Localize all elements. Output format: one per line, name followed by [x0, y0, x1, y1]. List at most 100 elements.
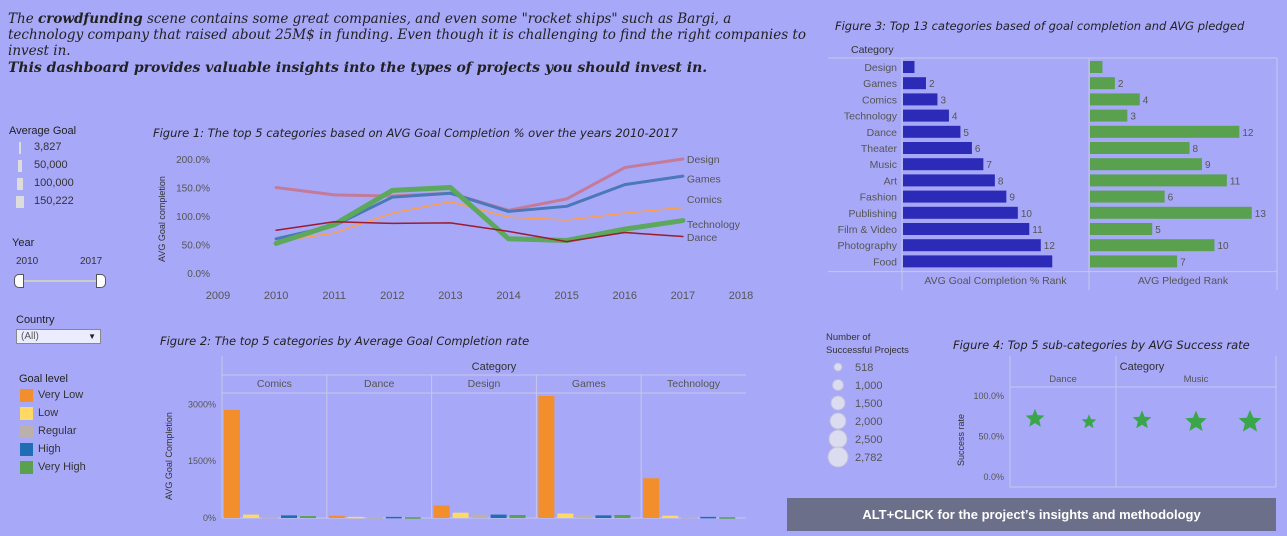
- fig3-pledged-rank-bar: [1090, 93, 1140, 106]
- fig3-goal-rank-label: 2: [929, 79, 935, 90]
- intro-text-b: scene contains some great companies, and…: [8, 11, 806, 59]
- fig4-group-label: Dance: [1049, 374, 1076, 385]
- fig3-category-label: Dance: [867, 127, 898, 139]
- goal-level-legend-item[interactable]: Low: [20, 407, 110, 421]
- fig3-category-label: Music: [870, 159, 897, 171]
- fig3-goal-rank-bar: [903, 77, 926, 90]
- fig2-bar: [262, 516, 278, 519]
- fig2-bar: [328, 515, 345, 518]
- goal-level-label: High: [38, 443, 61, 455]
- fig3-title: Figure 3: Top 13 categories based of goa…: [835, 19, 1245, 33]
- fig2-category-label: Comics: [257, 378, 292, 390]
- fig1-y-tick-label: 200.0%: [176, 155, 210, 166]
- year-slider-max-handle[interactable]: [96, 274, 106, 288]
- size-legend-circle: [832, 379, 844, 391]
- size-legend-label: 2,500: [855, 434, 883, 446]
- fig3-goal-rank-bar: [903, 125, 961, 138]
- fig2-bar: [719, 517, 736, 519]
- fig1-ylabel: AVG Goal completion: [157, 176, 167, 262]
- fig3-xlabel-left: AVG Goal Completion % Rank: [924, 275, 1067, 287]
- goal-level-legend-item[interactable]: High: [20, 443, 110, 457]
- avg-goal-size-swatch: [18, 160, 22, 172]
- fig1-x-tick-label: 2013: [438, 290, 462, 302]
- fig1-title: Figure 1: The top 5 categories based on …: [153, 126, 678, 140]
- fig4-star-marker: [1132, 410, 1152, 429]
- fig3-pledged-rank-label: 10: [1217, 241, 1229, 252]
- fig3-pledged-rank-bar: [1090, 125, 1240, 138]
- fig3-goal-rank-label: 3: [940, 95, 946, 106]
- fig3-pledged-rank-bar: [1090, 61, 1103, 73]
- fig1-series-line-comics: [275, 201, 684, 243]
- fig4-group-label: Music: [1184, 374, 1209, 385]
- country-dropdown[interactable]: (All) ▼: [16, 329, 101, 344]
- fig2-bar: [471, 514, 488, 518]
- goal-level-legend-item[interactable]: Very High: [20, 461, 110, 475]
- fig2-bar: [643, 478, 660, 518]
- year-slider-track[interactable]: [18, 280, 102, 282]
- goal-level-swatch: [20, 389, 33, 402]
- fig3-pledged-rank-label: 7: [1180, 257, 1186, 268]
- fig2-bar: [243, 514, 259, 518]
- fig2-bar: [595, 515, 612, 518]
- fig3-category-label: Theater: [861, 143, 898, 155]
- fig2-title: Figure 2: The top 5 categories by Averag…: [160, 334, 530, 348]
- fig3-goal-rank-label: 6: [975, 144, 981, 155]
- insights-methodology-button[interactable]: ALT+CLICK for the project’s insights and…: [787, 498, 1276, 531]
- fig2-bar: [433, 505, 450, 518]
- fig1-series-label: Dance: [687, 232, 718, 244]
- fig2-header: Category: [472, 361, 517, 373]
- fig2-bar: [452, 512, 469, 518]
- fig3-goal-rank-label: 8: [998, 176, 1004, 187]
- avg-goal-legend-item: 50,000: [14, 159, 94, 173]
- fig3-goal-rank-label: 5: [963, 128, 969, 139]
- fig3-category-label: Food: [873, 256, 897, 268]
- year-slider-min-handle[interactable]: [14, 274, 24, 288]
- fig1-series-label: Technology: [687, 219, 741, 231]
- fig2-bar: [300, 516, 316, 518]
- size-legend-label: 1,000: [855, 380, 883, 392]
- fig3-header: Category: [851, 44, 894, 56]
- fig3-category-label: Comics: [862, 94, 897, 106]
- fig2-category-label: Technology: [667, 378, 721, 390]
- goal-level-swatch: [20, 443, 33, 456]
- fig1-y-tick-label: 0.0%: [187, 269, 210, 280]
- fig3-pledged-rank-bar: [1090, 158, 1202, 171]
- fig4-star-marker: [1185, 410, 1207, 431]
- fig1-y-tick-label: 150.0%: [176, 184, 210, 195]
- avg-goal-legend-label: 150,222: [34, 195, 74, 207]
- fig3-pledged-rank-label: 5: [1155, 225, 1161, 236]
- intro-bold: crowdfunding: [37, 11, 143, 27]
- fig2-y-tick-label: 0%: [203, 513, 216, 523]
- fig3-goal-rank-label: 4: [952, 112, 958, 123]
- fig3-goal-rank-bar: [903, 239, 1041, 252]
- fig3-pledged-rank-bar: [1090, 190, 1165, 203]
- goal-level-legend-item[interactable]: Regular: [20, 425, 110, 439]
- fig3-goal-rank-bar: [903, 93, 938, 106]
- goal-level-label: Regular: [38, 425, 77, 437]
- avg-goal-legend-title: Average Goal: [9, 125, 77, 137]
- fig2-bar: [509, 514, 526, 518]
- fig3-pledged-rank-label: 11: [1230, 176, 1241, 187]
- fig3-category-label: Games: [863, 78, 897, 90]
- fig1-x-tick-label: 2012: [380, 290, 404, 302]
- goal-level-legend-item[interactable]: Very Low: [20, 389, 110, 403]
- fig3-category-label: Publishing: [849, 208, 898, 220]
- fig2-bar: [538, 396, 555, 518]
- fig3-pledged-rank-bar: [1090, 223, 1153, 235]
- avg-goal-legend-label: 50,000: [34, 159, 68, 171]
- fig3-pledged-rank-label: 9: [1205, 160, 1211, 171]
- fig1-series-label: Design: [687, 154, 720, 166]
- fig3-goal-rank-label: 7: [986, 160, 992, 171]
- goal-level-legend-title: Goal level: [19, 373, 68, 385]
- fig2-bar: [281, 515, 297, 518]
- fig3-pledged-rank-label: 8: [1193, 144, 1199, 155]
- fig2-bar: [366, 517, 383, 519]
- fig1-x-tick-label: 2017: [671, 290, 695, 302]
- size-legend: 518 1,000 1,500 2,000 2,500 2,782: [827, 362, 883, 468]
- fig2-bar: [614, 514, 631, 518]
- fig1-x-tick-label: 2011: [322, 290, 346, 302]
- avg-goal-legend-item: 150,222: [14, 195, 94, 209]
- fig3-category-label: Art: [884, 175, 898, 187]
- intro-headline: This dashboard provides valuable insight…: [8, 60, 708, 76]
- fig3-goal-rank-label: 12: [1044, 241, 1056, 252]
